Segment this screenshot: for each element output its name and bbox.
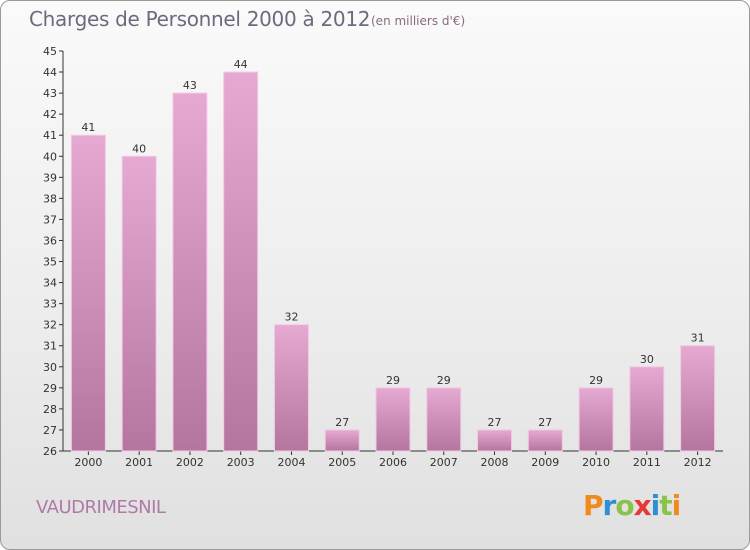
logo-letter: x <box>633 489 652 522</box>
bar-2007 <box>426 387 462 452</box>
y-tick-label: 43 <box>43 87 57 100</box>
bar-2008 <box>477 429 513 452</box>
logo-letter: r <box>602 489 617 522</box>
y-tick-label: 26 <box>43 445 57 458</box>
bar-2010 <box>578 387 614 452</box>
y-tick-label: 37 <box>43 213 57 226</box>
x-tick-label: 2009 <box>531 456 559 469</box>
value-label: 27 <box>335 416 349 429</box>
value-label: 43 <box>183 79 197 92</box>
bar-2012 <box>680 345 716 452</box>
axes: 26 27 28 29 30 31 32 33 34 35 36 37 38 39 40 41 42 43 44 45… <box>43 45 723 469</box>
chart-subtitle: (en milliers d'€) <box>371 14 466 28</box>
logo-letter: i <box>650 489 661 522</box>
y-tick-label: 29 <box>43 382 57 395</box>
value-label: 29 <box>589 374 603 387</box>
value-label: 29 <box>437 374 451 387</box>
y-tick-label: 42 <box>43 108 57 121</box>
y-tick-label: 30 <box>43 361 57 374</box>
bar-2011 <box>629 366 665 452</box>
logo-letter: i <box>671 489 682 522</box>
value-label: 41 <box>81 121 95 134</box>
value-label: 29 <box>386 374 400 387</box>
x-tick-label: 2002 <box>176 456 204 469</box>
bar-2002 <box>172 92 208 452</box>
y-tick-label: 41 <box>43 129 57 142</box>
x-tick-label: 2000 <box>74 456 102 469</box>
x-tick-label: 2011 <box>633 456 661 469</box>
value-label: 27 <box>488 416 502 429</box>
x-tick-label: 2006 <box>379 456 407 469</box>
value-label: 44 <box>234 58 248 71</box>
value-labels: 41 40 43 44 32 27 29 29 27 27 29 30 31 <box>81 58 704 429</box>
value-label: 30 <box>640 353 654 366</box>
bar-2009 <box>527 429 563 452</box>
y-tick-label: 36 <box>43 234 57 247</box>
y-tick-label: 39 <box>43 171 57 184</box>
y-tick-label: 35 <box>43 256 57 269</box>
x-tick-label: 2008 <box>481 456 509 469</box>
x-tick-label: 2004 <box>277 456 305 469</box>
logo-letter: o <box>615 489 634 522</box>
x-tick-label: 2012 <box>684 456 712 469</box>
y-tick-label: 28 <box>43 403 57 416</box>
bar-2005 <box>324 429 360 452</box>
bar-2001 <box>121 155 157 452</box>
bar-2004 <box>273 324 309 452</box>
y-tick-label: 44 <box>43 66 57 79</box>
y-tick-label: 34 <box>43 277 57 290</box>
logo-letter: P <box>583 489 604 522</box>
value-label: 32 <box>284 311 298 324</box>
chart-title: Charges de Personnel 2000 à 2012 <box>29 7 371 31</box>
y-tick-label: 45 <box>43 45 57 58</box>
y-tick-label: 31 <box>43 340 57 353</box>
y-tick-label: 32 <box>43 319 57 332</box>
bar-2000 <box>70 134 106 452</box>
x-tick-label: 2005 <box>328 456 356 469</box>
value-label: 40 <box>132 142 146 155</box>
place-name: VAUDRIMESNIL <box>36 497 166 518</box>
value-label: 31 <box>691 332 705 345</box>
y-tick-label: 27 <box>43 424 57 437</box>
y-tick-label: 38 <box>43 192 57 205</box>
logo-letter: t <box>659 489 672 522</box>
proxiti-logo: Proxiti <box>583 489 682 522</box>
value-label: 27 <box>538 416 552 429</box>
x-tick-label: 2001 <box>125 456 153 469</box>
bar-2006 <box>375 387 411 452</box>
y-tick-label: 40 <box>43 150 57 163</box>
bars <box>70 71 716 452</box>
bar-2003 <box>223 71 259 452</box>
x-tick-label: 2007 <box>430 456 458 469</box>
x-tick-label: 2003 <box>227 456 255 469</box>
y-tick-label: 33 <box>43 298 57 311</box>
x-tick-label: 2010 <box>582 456 610 469</box>
